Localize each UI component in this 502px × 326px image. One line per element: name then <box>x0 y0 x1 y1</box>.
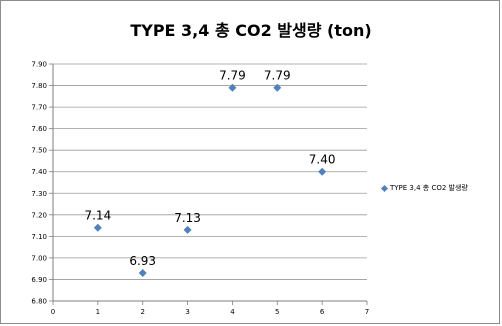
x-tick-label-3: 3 <box>185 308 189 316</box>
data-point-0-5 <box>318 167 327 176</box>
data-point-0-2 <box>183 225 192 234</box>
x-tick-label-4: 4 <box>230 308 235 316</box>
y-tick-label-0: 6.80 <box>31 298 47 306</box>
y-tick-label-7: 7.50 <box>31 147 47 155</box>
data-label-0-0: 7.14 <box>84 209 111 223</box>
chart-title: TYPE 3,4 총 CO2 발생량 (ton) <box>130 21 372 40</box>
legend-label: TYPE 3,4 총 CO2 발생량 <box>390 184 468 192</box>
x-tick-label-2: 2 <box>140 308 144 316</box>
data-label-0-1: 6.93 <box>129 254 156 268</box>
y-tick-label-4: 7.20 <box>31 211 47 219</box>
data-point-0-3 <box>228 83 237 92</box>
y-tick-label-10: 7.80 <box>31 82 47 90</box>
y-tick-label-1: 6.90 <box>31 276 47 284</box>
x-tick-label-7: 7 <box>365 308 369 316</box>
legend: TYPE 3,4 총 CO2 발생량 <box>380 183 468 193</box>
y-tick-label-6: 7.40 <box>31 168 47 176</box>
legend-marker-icon <box>380 184 389 192</box>
x-tick-label-5: 5 <box>275 308 279 316</box>
y-tick-label-11: 7.90 <box>31 61 47 69</box>
y-tick-label-5: 7.30 <box>31 190 47 198</box>
data-point-0-1 <box>138 268 147 277</box>
x-tick-label-0: 0 <box>51 308 55 316</box>
data-point-0-4 <box>273 83 282 92</box>
data-point-0-0 <box>93 223 102 232</box>
data-label-0-5: 7.40 <box>309 153 336 167</box>
data-label-0-4: 7.79 <box>264 69 291 83</box>
x-tick-label-1: 1 <box>96 308 100 316</box>
y-tick-label-2: 7.00 <box>31 254 47 262</box>
y-tick-label-8: 7.60 <box>31 125 47 133</box>
data-label-0-2: 7.13 <box>174 211 201 225</box>
y-tick-label-3: 7.10 <box>31 233 47 241</box>
x-tick-label-6: 6 <box>320 308 325 316</box>
data-label-0-3: 7.79 <box>219 69 246 83</box>
y-tick-label-9: 7.70 <box>31 104 47 112</box>
